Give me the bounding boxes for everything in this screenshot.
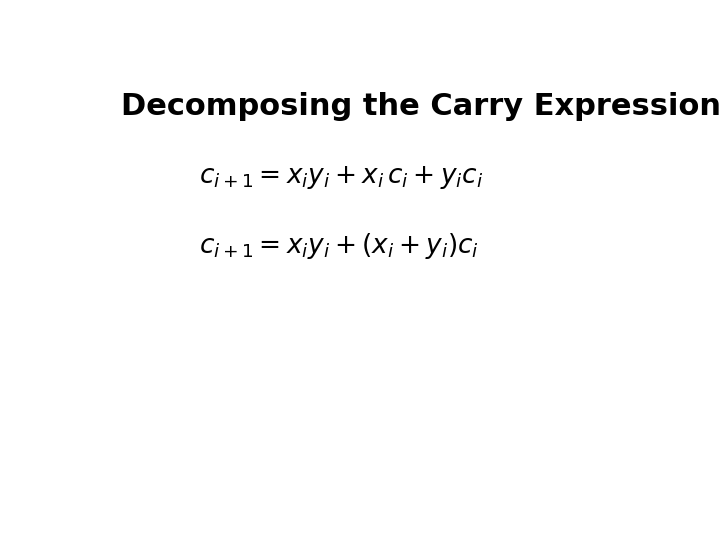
- Text: $\mathit{c}_{i+1} = \mathit{x}_i\mathit{y}_i + \mathit{x}_i\,\mathit{c}_i + \mat: $\mathit{c}_{i+1} = \mathit{x}_i\mathit{…: [199, 164, 483, 191]
- Text: Decomposing the Carry Expression: Decomposing the Carry Expression: [121, 92, 720, 121]
- Text: $\mathit{c}_{i+1} = \mathit{x}_i\mathit{y}_i + (\mathit{x}_i + \mathit{y}_i)\mat: $\mathit{c}_{i+1} = \mathit{x}_i\mathit{…: [199, 231, 479, 261]
